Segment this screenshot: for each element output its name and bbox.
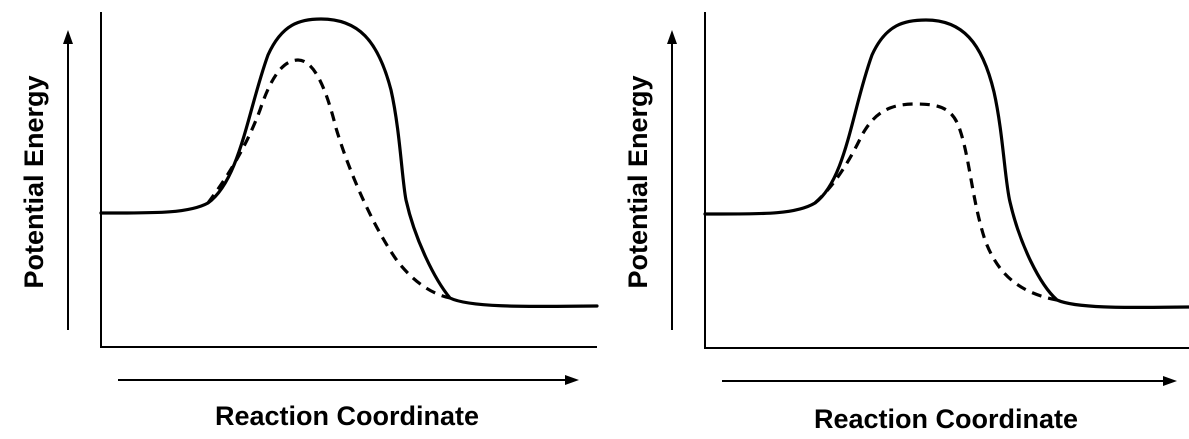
energy-diagram-left: Potential Energy Reaction Coordinate <box>19 12 599 431</box>
right-diagram-solid-curve <box>703 18 1189 310</box>
right-diagram-y-axis-label: Potential Energy <box>623 75 653 288</box>
right-diagram-x-arrow <box>722 376 1177 386</box>
left-diagram-y-arrow <box>63 30 73 330</box>
energy-diagram-right: Potential Energy Reaction Coordinate <box>623 12 1189 434</box>
right-diagram-y-arrow <box>667 30 677 330</box>
left-diagram-x-arrow <box>118 375 579 385</box>
left-diagram-x-axis-label: Reaction Coordinate <box>215 401 479 431</box>
left-diagram-dashed-curve <box>206 58 451 300</box>
left-diagram-y-axis-label: Potential Energy <box>19 75 49 288</box>
right-diagram-x-axis-label: Reaction Coordinate <box>814 404 1078 434</box>
right-diagram-dashed-curve <box>813 102 1058 302</box>
